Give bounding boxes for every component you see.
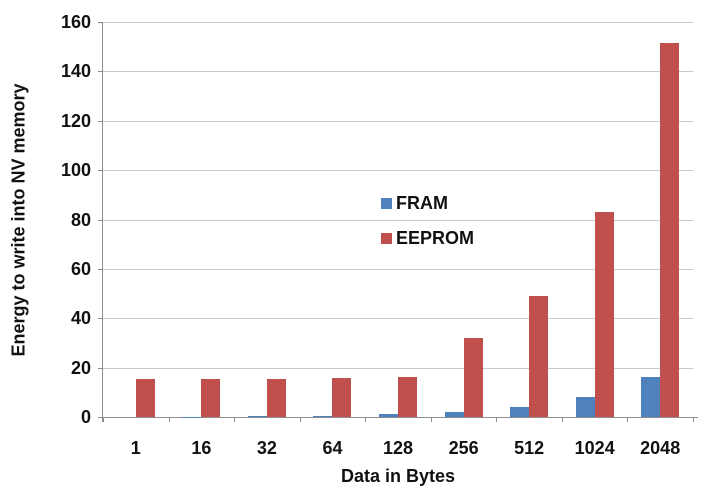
legend-swatch-eeprom [381,232,392,244]
y-tick-label-20: 20 [70,357,91,378]
y-tick-label-80: 80 [70,209,91,230]
y-tick-mark-40 [98,318,103,320]
bar-eeprom-32 [266,378,286,417]
gridline-60 [103,268,693,270]
bar-fram-64 [313,415,333,417]
y-tick-mark-80 [98,219,103,221]
bar-eeprom-64 [332,378,352,417]
legend: FRAM EEPROM [381,192,474,262]
x-category-label-256: 256 [448,438,479,458]
x-tick-mark-6 [496,418,498,422]
x-tick-mark-2 [234,418,236,422]
x-axis-line [98,417,698,418]
plot-area [103,22,693,417]
legend-item-eeprom: EEPROM [381,227,474,249]
x-tick-mark-3 [299,418,301,422]
y-tick-mark-120 [98,120,103,122]
gridline-120 [103,120,693,122]
gridline-80 [103,219,693,221]
bar-eeprom-512 [529,296,549,417]
bar-eeprom-1 [135,379,155,417]
y-axis-title-wrap: Energy to write into NV memory [2,22,36,417]
x-category-label-128: 128 [382,438,413,458]
bar-eeprom-16 [201,379,221,417]
x-category-label-32: 32 [256,438,277,458]
legend-item-fram: FRAM [381,192,474,214]
y-tick-label-140: 140 [60,61,91,82]
y-tick-mark-20 [98,367,103,369]
y-tick-label-60: 60 [70,258,91,279]
y-tick-label-0: 0 [80,407,91,427]
gridline-160 [103,22,693,23]
y-tick-label-160: 160 [60,12,91,32]
y-tick-label-40: 40 [70,308,91,329]
x-tick-mark-4 [365,418,367,422]
y-tick-label-120: 120 [60,110,91,131]
bar-eeprom-256 [463,338,483,417]
gridline-40 [103,318,693,320]
x-category-label-1024: 1024 [574,438,615,458]
y-axis-title: Energy to write into NV memory [8,82,29,357]
bar-fram-512 [510,407,530,417]
bar-fram-2048 [641,377,661,417]
bar-fram-32 [247,416,267,417]
x-category-label-512: 512 [514,438,545,458]
x-category-label-16: 16 [191,438,212,458]
x-tick-mark-9 [693,418,694,422]
gridline-20 [103,367,693,369]
bar-fram-128 [379,414,398,417]
x-category-label-64: 64 [322,438,343,458]
y-tick-mark-60 [98,268,103,270]
y-tick-mark-0 [98,417,103,418]
legend-swatch-fram [381,197,392,209]
bar-eeprom-128 [398,377,417,417]
bar-eeprom-2048 [660,42,680,417]
y-tick-mark-140 [98,71,103,73]
x-tick-mark-7 [561,418,563,422]
bar-eeprom-1024 [594,212,614,417]
x-axis-title: Data in Bytes [340,466,456,486]
x-category-label-2048: 2048 [640,438,681,458]
x-tick-mark-5 [430,418,432,422]
x-tick-mark-1 [168,418,170,422]
gridline-140 [103,71,693,73]
y-tick-label-100: 100 [60,160,91,181]
y-tick-mark-160 [98,22,103,23]
bar-fram-1024 [575,397,595,417]
bar-fram-256 [444,412,464,417]
legend-label-eeprom: EEPROM [396,228,475,248]
y-tick-mark-100 [98,170,103,172]
x-tick-mark-0 [103,418,104,422]
legend-label-fram: FRAM [396,193,448,213]
y-axis-line [102,22,103,422]
x-tick-mark-8 [627,418,629,422]
gridline-100 [103,170,693,172]
x-category-label-1: 1 [130,438,141,458]
